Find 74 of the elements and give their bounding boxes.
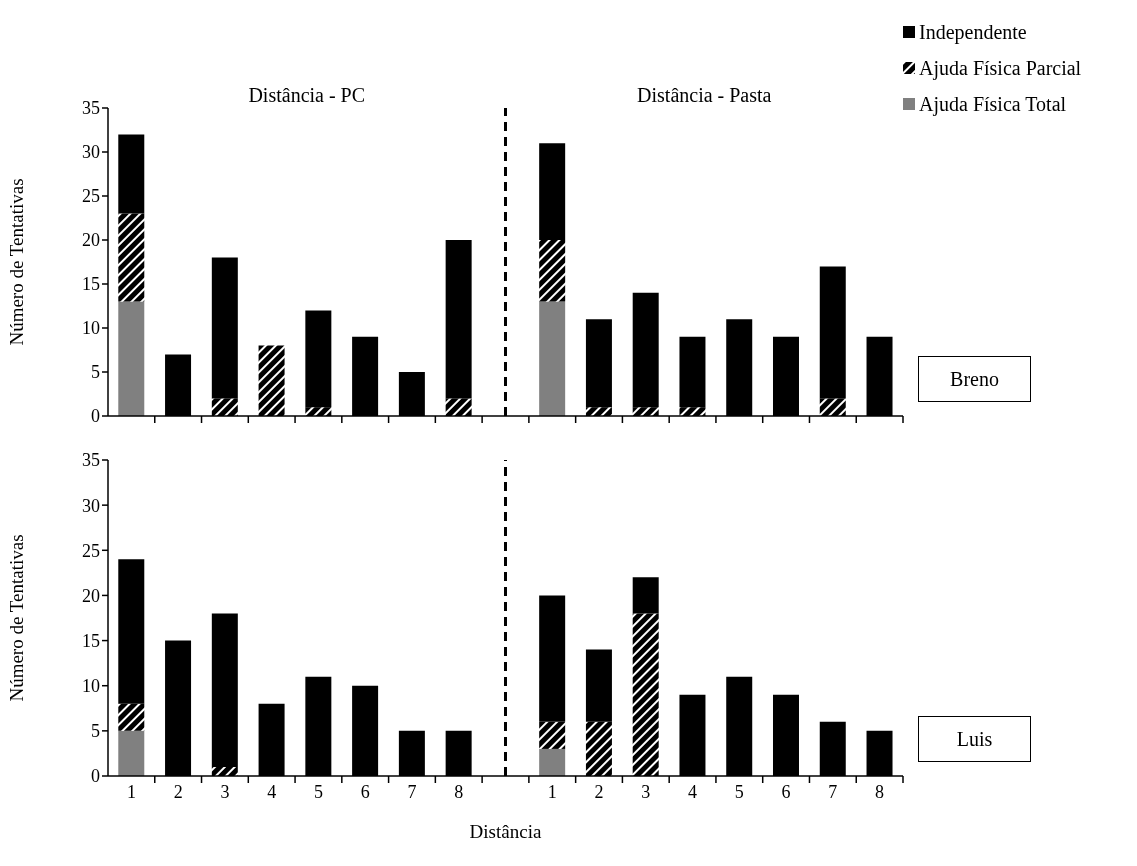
x-tick-label: 2 <box>173 782 183 802</box>
x-tick-label: 4 <box>267 782 277 802</box>
y-tick-label: 35 <box>82 98 100 119</box>
bar <box>211 398 238 416</box>
bar <box>539 143 566 240</box>
bar <box>118 559 145 704</box>
x-tick-label: 8 <box>454 782 464 802</box>
bar <box>819 266 846 399</box>
y-tick-label: 5 <box>91 362 100 383</box>
bar <box>539 748 566 776</box>
bar <box>585 319 612 408</box>
bar <box>585 721 612 776</box>
bar <box>118 213 145 302</box>
bar <box>819 398 846 416</box>
x-tick-label: 4 <box>688 782 698 802</box>
bar <box>118 134 145 214</box>
x-axis-title: Distância <box>469 821 542 842</box>
legend-label: Independente <box>919 20 1027 44</box>
y-tick-label: 15 <box>82 274 100 295</box>
y-tick-label: 5 <box>91 721 100 742</box>
bar <box>305 407 332 416</box>
y-tick-label: 20 <box>82 230 100 251</box>
y-tick-label: 20 <box>82 585 100 606</box>
bar <box>118 730 145 776</box>
x-tick-label: 1 <box>126 782 136 802</box>
bar <box>445 240 472 399</box>
bar <box>679 336 706 408</box>
x-tick-label: 5 <box>734 782 744 802</box>
x-tick-label: 3 <box>220 782 230 802</box>
y-tick-label: 15 <box>82 630 100 651</box>
x-tick-label: 3 <box>641 782 651 802</box>
bar <box>679 407 706 416</box>
bar <box>539 301 566 416</box>
bar <box>211 613 238 767</box>
bar <box>445 398 472 416</box>
text: Breno <box>918 356 1031 402</box>
x-tick-label: 5 <box>313 782 323 802</box>
bar <box>632 292 659 408</box>
y-tick-label: 25 <box>82 540 100 561</box>
bar <box>211 257 238 399</box>
bar <box>539 595 566 722</box>
y-axis-title: Número de Tentativas <box>5 178 27 346</box>
text: Distância - PC <box>247 84 367 107</box>
bar <box>539 240 566 302</box>
y-tick-label: 0 <box>91 406 100 427</box>
bar <box>258 345 285 416</box>
x-tick-label: 6 <box>360 782 370 802</box>
y-tick-label: 10 <box>82 318 100 339</box>
y-tick-label: 25 <box>82 186 100 207</box>
text: Luis <box>918 716 1031 762</box>
x-tick-label: 8 <box>875 782 885 802</box>
legend-label: Ajuda Física Parcial <box>919 56 1082 80</box>
x-tick-label: 7 <box>828 782 838 802</box>
bar <box>585 407 612 416</box>
y-tick-label: 30 <box>82 495 100 516</box>
bar <box>305 310 332 408</box>
text: Distância - Pasta <box>636 84 773 107</box>
x-tick-label: 1 <box>547 782 557 802</box>
x-tick-label: 6 <box>781 782 791 802</box>
x-tick-label: 2 <box>594 782 604 802</box>
bar <box>632 407 659 416</box>
legend-label: Ajuda Física Total <box>919 92 1067 116</box>
bar <box>585 649 612 722</box>
x-tick-label: 7 <box>407 782 417 802</box>
bar <box>539 721 566 749</box>
bar <box>632 577 659 614</box>
bar <box>118 301 145 416</box>
bar <box>118 703 145 731</box>
y-tick-label: 0 <box>91 766 100 787</box>
y-tick-label: 10 <box>82 676 100 697</box>
y-tick-label: 30 <box>82 142 100 163</box>
y-tick-label: 35 <box>82 450 100 471</box>
bar <box>632 613 659 776</box>
y-axis-title: Número de Tentativas <box>5 534 27 702</box>
